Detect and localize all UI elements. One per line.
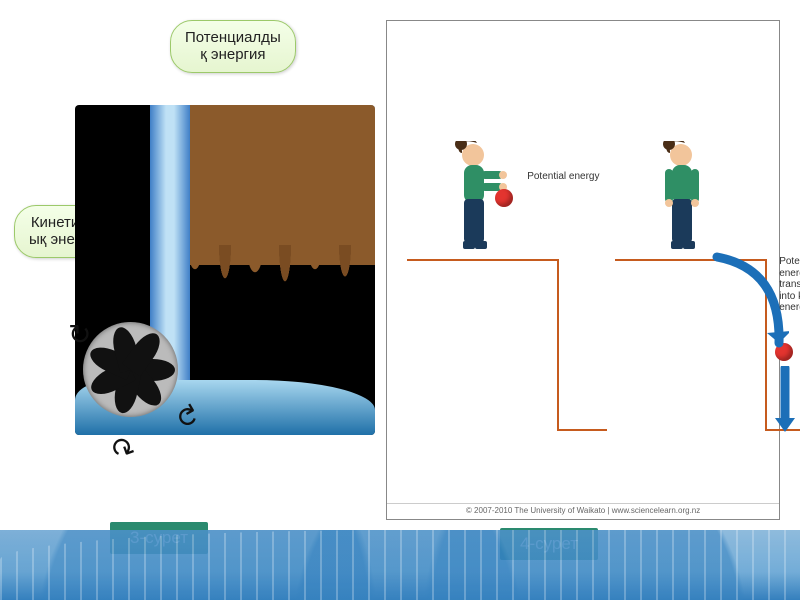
- content-area: Потенциалдық энергия Кинетикалық энергия…: [0, 20, 800, 520]
- person-dropped-ball: [655, 141, 715, 261]
- turbine: [83, 322, 178, 417]
- drop-arrow-icon: [709, 251, 789, 361]
- cliff-drip: [175, 245, 375, 305]
- ball-held: [495, 189, 513, 207]
- rotation-arrow-icon: ↻: [68, 318, 91, 351]
- image-credit: © 2007-2010 The University of Waikato | …: [387, 503, 779, 515]
- label-transform-en: Potential energy transforming into kinet…: [779, 256, 800, 314]
- decorative-wave-footer: [0, 530, 800, 600]
- platform-left-floor: [557, 429, 607, 431]
- platform-left-vertical: [557, 259, 559, 429]
- waterfall-scene: [75, 105, 375, 435]
- label-potential-en: Potential energy: [527, 171, 607, 183]
- cliff: [175, 105, 375, 265]
- energy-transform-panel: Potential energy Potential energy transf…: [386, 20, 780, 520]
- waterfall-panel: Потенциалдық энергия Кинетикалық энергия…: [20, 20, 376, 520]
- label-potential-energy: Потенциалдық энергия: [170, 20, 296, 73]
- down-arrow-icon: [775, 366, 795, 436]
